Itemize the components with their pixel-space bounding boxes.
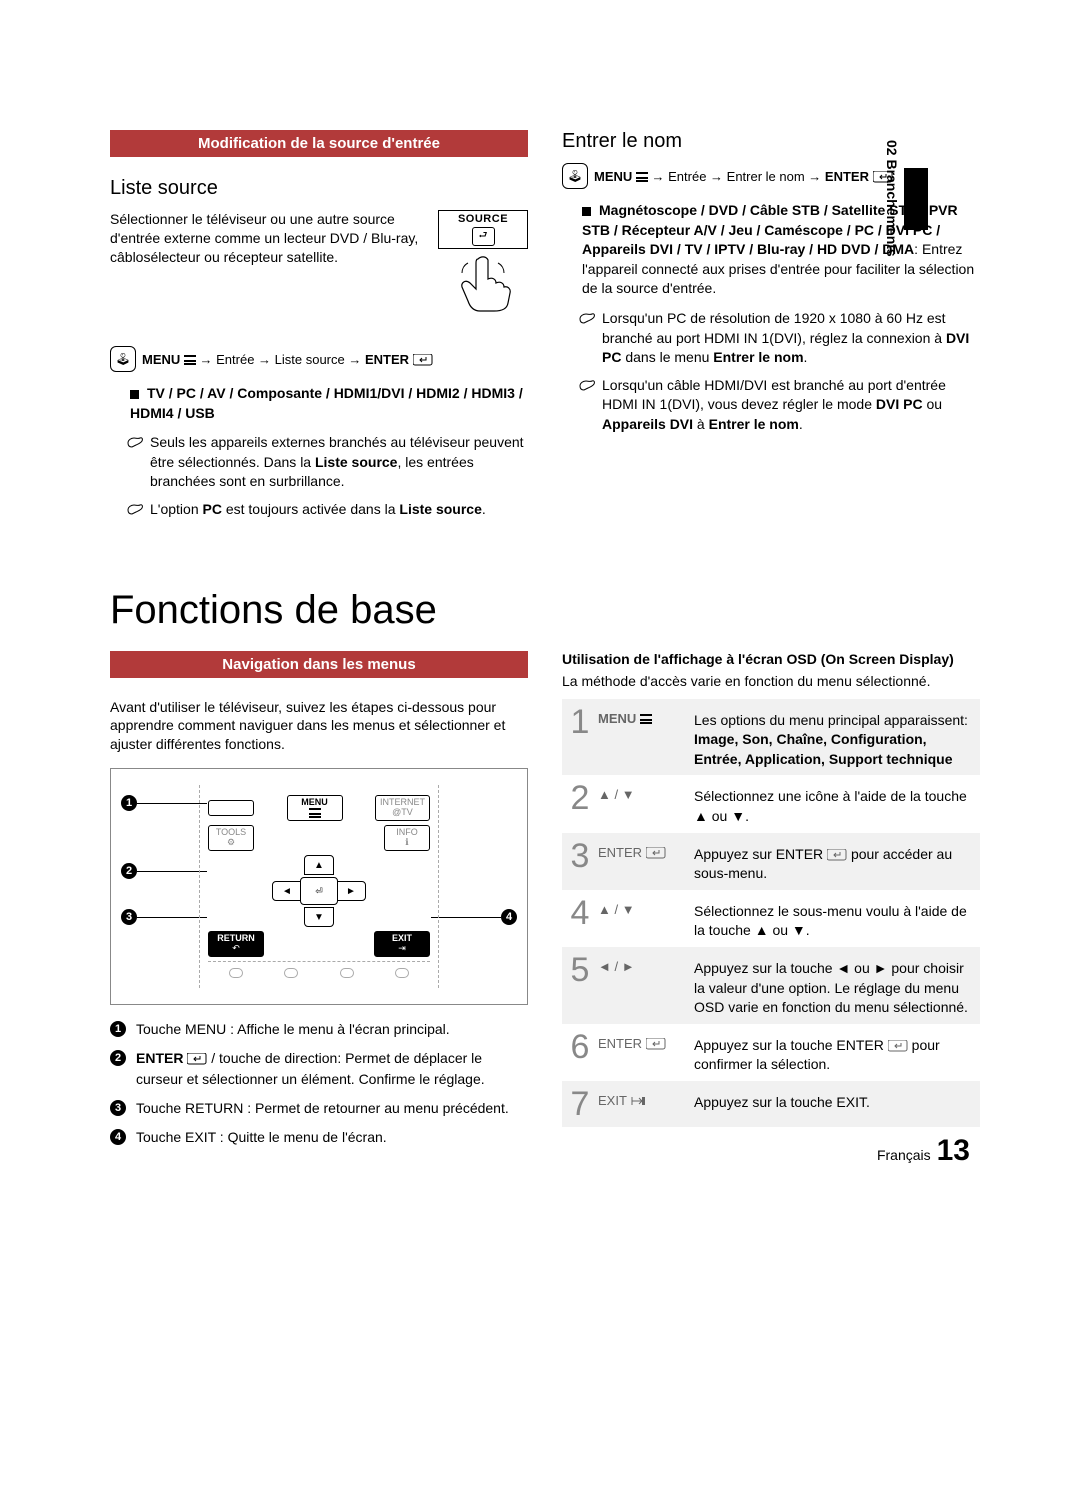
legend-num-4: 4 xyxy=(110,1129,126,1145)
menu-bars-icon xyxy=(309,808,321,818)
color-btn-icon xyxy=(284,968,298,978)
nav-intro: Avant d'utiliser le téléviseur, suivez l… xyxy=(110,698,528,755)
subhead-entrer-nom: Entrer le nom xyxy=(562,130,980,153)
menu-bars-icon xyxy=(184,355,196,365)
remote-btn-tools: TOOLS⚙ xyxy=(208,825,254,851)
step-description: Appuyez sur la touche EXIT. xyxy=(694,1087,980,1113)
step-key: EXIT xyxy=(598,1087,694,1108)
step-key: ENTER xyxy=(598,839,694,860)
page-footer: Français13 xyxy=(877,1134,970,1168)
osd-right-column: Utilisation de l'affichage à l'écran OSD… xyxy=(562,651,980,1158)
step-number: 2 xyxy=(562,781,598,815)
note-hand-icon xyxy=(578,378,596,392)
callout-2: 2 xyxy=(121,863,137,879)
source-button-label: SOURCE xyxy=(439,213,527,225)
remote-btn-info: INFOℹ xyxy=(384,825,430,851)
step-number: 1 xyxy=(562,705,598,739)
step-description: Appuyez sur ENTER pour accéder au sous-m… xyxy=(694,839,980,884)
color-btn-icon xyxy=(340,968,354,978)
dpad-right-icon: ► xyxy=(336,881,366,901)
dpad-down-icon: ▼ xyxy=(304,907,334,927)
section-bar-source: Modification de la source d'entrée xyxy=(110,130,528,157)
side-black-marker xyxy=(904,168,928,230)
step-key: ◄ / ► xyxy=(598,953,694,974)
section-bar-nav: Navigation dans les menus xyxy=(110,651,528,678)
dpad-enter-icon: ⏎ xyxy=(300,877,338,905)
callout-1: 1 xyxy=(121,795,137,811)
legend-num-1: 1 xyxy=(110,1021,126,1037)
remote-btn-return: RETURN↶ xyxy=(208,931,264,957)
osd-step-row: 5◄ / ►Appuyez sur la touche ◄ ou ► pour … xyxy=(562,947,980,1024)
square-bullet-icon xyxy=(130,390,139,399)
step-number: 4 xyxy=(562,896,598,930)
osd-step-row: 1MENU Les options du menu principal appa… xyxy=(562,699,980,776)
step-key: ▲ / ▼ xyxy=(598,896,694,917)
chapter-tab: 02 Branchements xyxy=(884,140,900,257)
square-bullet-icon xyxy=(582,207,591,216)
osd-step-row: 4▲ / ▼Sélectionnez le sous-menu voulu à … xyxy=(562,890,980,947)
note-hand-icon xyxy=(578,311,596,325)
note-entrer-nom-2: Lorsqu'un câble HDMI/DVI est branché au … xyxy=(602,376,980,435)
callout-4: 4 xyxy=(501,909,517,925)
note-hand-icon xyxy=(126,435,144,449)
osd-step-row: 2▲ / ▼Sélectionnez une icône à l'aide de… xyxy=(562,775,980,832)
osd-step-row: 6ENTER Appuyez sur la touche ENTER pour … xyxy=(562,1024,980,1081)
page-title-fonctions: Fonctions de base xyxy=(110,588,980,633)
step-number: 5 xyxy=(562,953,598,987)
left-column: Modification de la source d'entrée Liste… xyxy=(110,130,528,528)
legend-num-2: 2 xyxy=(110,1050,126,1066)
remote-dpad: ▲ ▼ ◄ ► ⏎ xyxy=(264,855,374,927)
enter-icon xyxy=(413,354,433,366)
enter-icon xyxy=(187,1053,207,1065)
step-key: ▲ / ▼ xyxy=(598,781,694,802)
liste-source-intro: Sélectionner le téléviseur ou une autre … xyxy=(110,210,424,267)
osd-step-table: 1MENU Les options du menu principal appa… xyxy=(562,699,980,1127)
note-hand-icon xyxy=(126,502,144,516)
note-entrer-nom-1: Lorsqu'un PC de résolution de 1920 x 108… xyxy=(602,309,980,368)
dpad-left-icon: ◄ xyxy=(272,881,302,901)
step-description: Sélectionnez le sous-menu voulu à l'aide… xyxy=(694,896,980,941)
color-btn-icon xyxy=(395,968,409,978)
source-icon: ⮐ xyxy=(472,227,495,246)
dpad-up-icon: ▲ xyxy=(304,855,334,875)
remote-btn-exit: EXIT⇥ xyxy=(374,931,430,957)
nav-left-column: Navigation dans les menus Avant d'utilis… xyxy=(110,651,528,1158)
step-number: 6 xyxy=(562,1030,598,1064)
source-list-options: TV / PC / AV / Composante / HDMI1/DVI / … xyxy=(130,384,528,423)
color-btn-icon xyxy=(229,968,243,978)
step-key: MENU xyxy=(598,705,694,726)
step-description: Appuyez sur la touche ◄ ou ► pour choisi… xyxy=(694,953,980,1018)
remote-diagram: 1 2 3 4 MENU INTERNET@TV TOOLS⚙ xyxy=(110,768,528,1005)
remote-glyph-icon: 🕹 xyxy=(562,163,588,189)
remote-glyph-icon: 🕹 xyxy=(110,346,136,372)
note-liste-source-2: L'option PC est toujours activée dans la… xyxy=(150,500,528,520)
menu-bars-icon xyxy=(636,172,648,182)
osd-heading: Utilisation de l'affichage à l'écran OSD… xyxy=(562,651,980,667)
note-liste-source-1: Seuls les appareils externes branchés au… xyxy=(150,433,528,492)
osd-subtext: La méthode d'accès varie en fonction du … xyxy=(562,673,980,689)
osd-step-row: 7EXIT Appuyez sur la touche EXIT. xyxy=(562,1081,980,1127)
step-number: 7 xyxy=(562,1087,598,1121)
osd-step-row: 3ENTER Appuyez sur ENTER pour accéder au… xyxy=(562,833,980,890)
source-button-illustration: SOURCE ⮐ xyxy=(438,210,528,316)
callout-3: 3 xyxy=(121,909,137,925)
step-description: Sélectionnez une icône à l'aide de la to… xyxy=(694,781,980,826)
step-description: Appuyez sur la touche ENTER pour confirm… xyxy=(694,1030,980,1075)
callout-legend: 1Touche MENU : Affiche le menu à l'écran… xyxy=(110,1019,528,1148)
remote-btn-blank xyxy=(208,800,254,816)
subhead-liste-source: Liste source xyxy=(110,177,528,200)
hand-press-icon xyxy=(448,253,518,313)
step-number: 3 xyxy=(562,839,598,873)
page-number: 13 xyxy=(937,1134,970,1167)
remote-btn-menu: MENU xyxy=(287,795,343,821)
menu-path-liste-source: 🕹 MENU → Entrée → Liste source → ENTER xyxy=(110,346,528,372)
legend-num-3: 3 xyxy=(110,1100,126,1116)
step-key: ENTER xyxy=(598,1030,694,1051)
remote-btn-internet: INTERNET@TV xyxy=(375,795,430,821)
step-description: Les options du menu principal apparaisse… xyxy=(694,705,980,770)
